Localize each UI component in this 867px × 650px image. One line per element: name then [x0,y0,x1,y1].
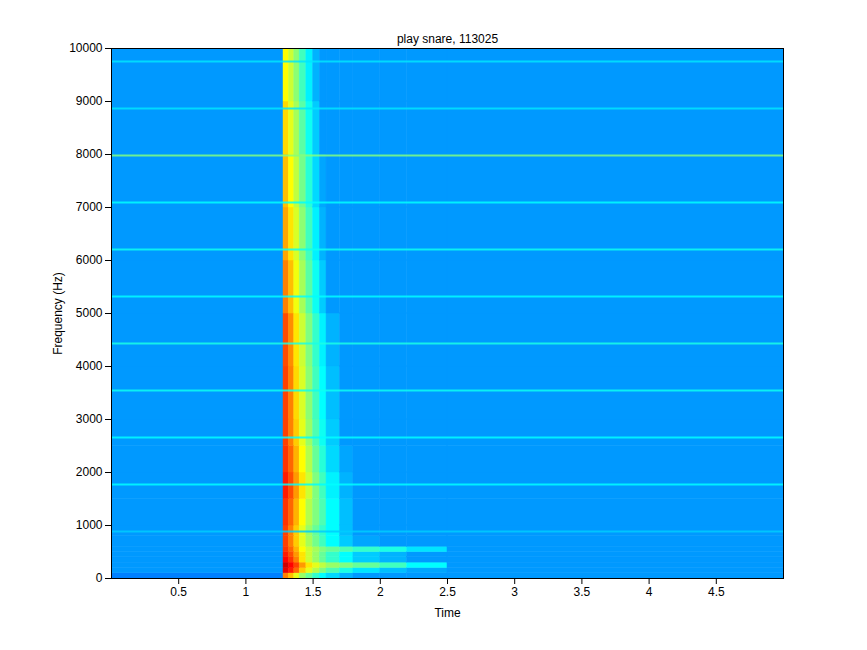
svg-text:Time: Time [434,606,461,620]
svg-text:0.5: 0.5 [170,585,187,599]
svg-text:4.5: 4.5 [708,585,725,599]
svg-text:6000: 6000 [76,253,103,267]
svg-text:1: 1 [243,585,250,599]
svg-text:play snare, 113025: play snare, 113025 [397,32,499,46]
svg-text:4: 4 [646,585,653,599]
svg-text:4000: 4000 [76,359,103,373]
svg-text:1000: 1000 [76,518,103,532]
svg-text:3000: 3000 [76,412,103,426]
svg-text:5000: 5000 [76,306,103,320]
svg-text:2.5: 2.5 [439,585,456,599]
svg-text:Frequency (Hz): Frequency (Hz) [51,272,65,355]
svg-text:3.5: 3.5 [574,585,591,599]
svg-text:7000: 7000 [76,200,103,214]
svg-text:0: 0 [96,571,103,585]
svg-text:2000: 2000 [76,465,103,479]
svg-text:10000: 10000 [69,41,103,55]
svg-text:3: 3 [511,585,518,599]
svg-text:1.5: 1.5 [305,585,322,599]
svg-text:9000: 9000 [76,94,103,108]
svg-text:2: 2 [377,585,384,599]
svg-text:8000: 8000 [76,147,103,161]
